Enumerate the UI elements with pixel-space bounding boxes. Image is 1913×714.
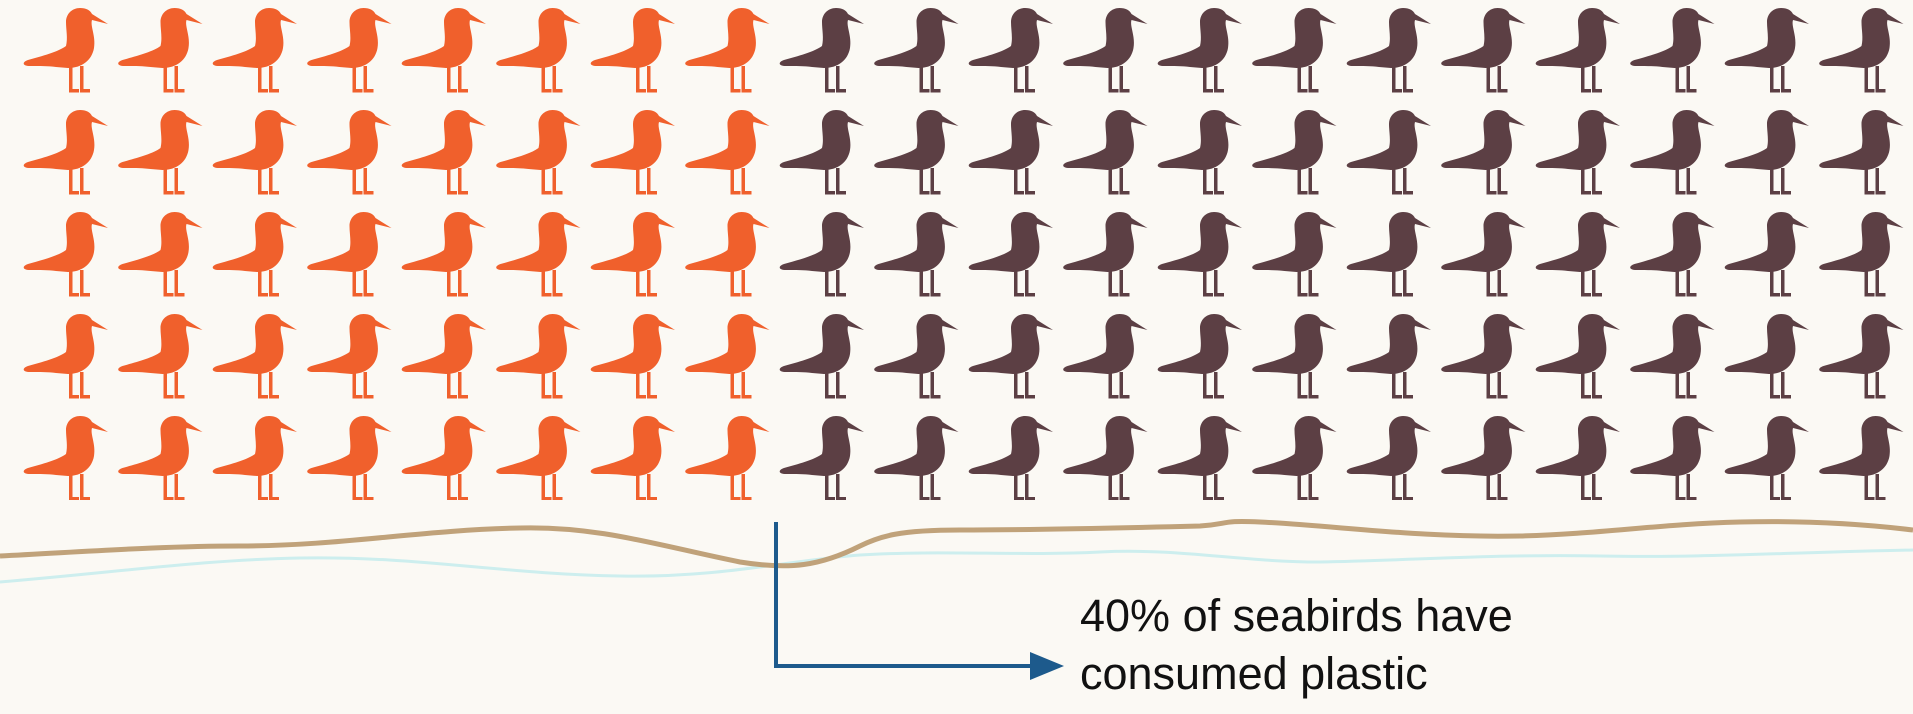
sand-line <box>0 518 1913 569</box>
water-line <box>0 548 1913 584</box>
annotation-text: 40% of seabirds have consumed plastic <box>1080 590 1513 699</box>
arrow-head <box>1030 652 1064 680</box>
annotation-arrow <box>774 522 1030 668</box>
